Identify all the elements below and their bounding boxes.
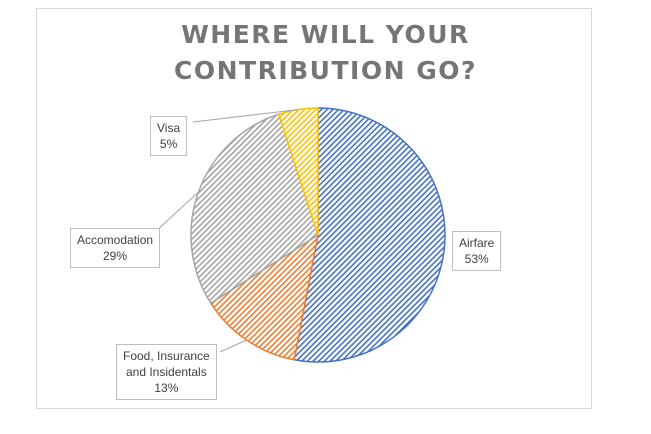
leader-lines xyxy=(154,109,299,353)
pie-slice-accomodation xyxy=(190,113,319,305)
slice-label-accomodation: Accomodation xyxy=(77,233,154,247)
pie-slice-airfare xyxy=(293,107,446,363)
leader-line-food-insurance xyxy=(219,339,247,353)
slice-value-visa: 5% xyxy=(159,137,178,151)
slice-label-food-line-2: and Insidentals xyxy=(125,365,207,379)
leader-line-visa xyxy=(192,109,299,123)
pie-slice-visa xyxy=(277,107,319,236)
slice-label-visa: Visa xyxy=(157,121,181,135)
data-label-visa: Visa 5% xyxy=(150,116,188,156)
slice-value-accomodation: 29% xyxy=(103,249,128,263)
data-label-accomodation: Accomodation 29% xyxy=(70,228,161,268)
chart-title-line-2: CONTRIBUTION GO? xyxy=(174,56,477,85)
slice-label-airfare: Airfare xyxy=(459,236,495,250)
slice-label-food-line-1: Food, Insurance xyxy=(123,349,210,363)
slice-value-airfare: 53% xyxy=(464,252,489,266)
leader-line-accomodation xyxy=(154,191,199,233)
data-label-airfare: Airfare 53% xyxy=(452,231,502,271)
data-label-food-insurance: Food, Insurance and Insidentals 13% xyxy=(116,344,217,400)
slice-value-food: 13% xyxy=(154,381,179,395)
pie-slices xyxy=(190,107,446,363)
chart-title-line-1: WHERE WILL YOUR xyxy=(181,20,470,49)
